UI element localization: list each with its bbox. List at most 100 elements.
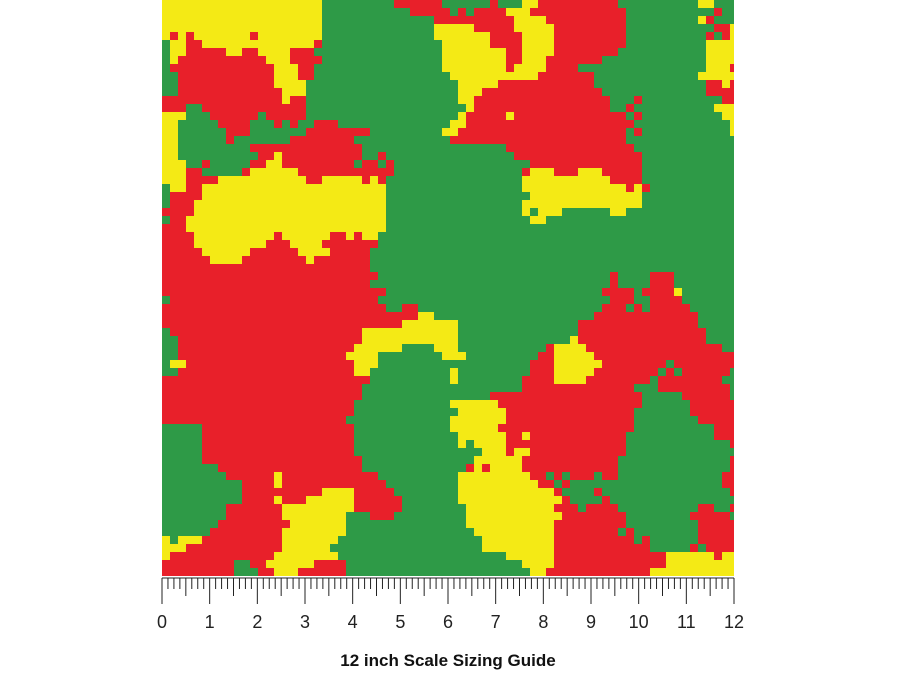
camo-cell <box>322 72 331 81</box>
camo-cell <box>306 120 315 129</box>
camo-cell <box>362 8 371 17</box>
camo-cell <box>266 120 275 129</box>
camo-cell <box>562 480 571 489</box>
camo-cell <box>586 264 595 273</box>
camo-cell <box>226 560 235 569</box>
camo-cell <box>418 56 427 65</box>
camo-cell <box>674 472 683 481</box>
camo-cell <box>290 176 299 185</box>
camo-cell <box>386 424 395 433</box>
camo-cell <box>618 272 627 281</box>
camo-cell <box>274 32 283 41</box>
camo-cell <box>250 24 259 33</box>
camo-cell <box>410 408 419 417</box>
camo-cell <box>554 408 563 417</box>
camo-cell <box>346 448 355 457</box>
camo-cell <box>386 120 395 129</box>
camo-cell <box>162 176 171 185</box>
camo-cell <box>578 504 587 513</box>
camo-cell <box>218 352 227 361</box>
camo-cell <box>314 568 323 576</box>
camo-cell <box>706 168 715 177</box>
camo-cell <box>514 520 523 529</box>
camo-cell <box>186 128 195 137</box>
camo-cell <box>690 416 699 425</box>
camo-cell <box>338 0 347 9</box>
camo-cell <box>490 384 499 393</box>
camo-cell <box>362 160 371 169</box>
camo-cell <box>666 368 675 377</box>
camo-cell <box>530 184 539 193</box>
camo-cell <box>378 448 387 457</box>
camo-cell <box>506 296 515 305</box>
camo-cell <box>242 288 251 297</box>
camo-cell <box>522 128 531 137</box>
camo-cell <box>562 528 571 537</box>
camo-cell <box>194 488 203 497</box>
camo-cell <box>650 240 659 249</box>
camo-cell <box>554 272 563 281</box>
camo-cell <box>282 120 291 129</box>
camo-cell <box>410 448 419 457</box>
camo-cell <box>234 440 243 449</box>
camo-cell <box>706 48 715 57</box>
camo-cell <box>450 176 459 185</box>
camo-cell <box>210 408 219 417</box>
camo-cell <box>554 288 563 297</box>
camo-cell <box>242 152 251 161</box>
camo-cell <box>386 216 395 225</box>
camo-cell <box>546 424 555 433</box>
camo-cell <box>658 568 667 576</box>
camo-cell <box>602 120 611 129</box>
camo-cell <box>266 16 275 25</box>
camo-cell <box>250 360 259 369</box>
camo-cell <box>594 32 603 41</box>
camo-cell <box>242 24 251 33</box>
camo-cell <box>706 280 715 289</box>
camo-cell <box>234 200 243 209</box>
camo-cell <box>258 8 267 17</box>
camo-cell <box>402 464 411 473</box>
camo-cell <box>674 328 683 337</box>
camo-cell <box>522 352 531 361</box>
camo-cell <box>290 168 299 177</box>
camo-cell <box>338 328 347 337</box>
camo-cell <box>490 368 499 377</box>
camo-cell <box>634 440 643 449</box>
camo-cell <box>370 296 379 305</box>
camo-cell <box>434 144 443 153</box>
camo-cell <box>306 392 315 401</box>
camo-cell <box>402 168 411 177</box>
camo-cell <box>610 248 619 257</box>
camo-cell <box>474 8 483 17</box>
camo-cell <box>218 136 227 145</box>
camo-cell <box>474 408 483 417</box>
camo-cell <box>314 464 323 473</box>
camo-cell <box>274 552 283 561</box>
camo-cell <box>370 24 379 33</box>
camo-cell <box>202 208 211 217</box>
camo-cell <box>706 408 715 417</box>
camo-cell <box>210 72 219 81</box>
camo-cell <box>530 336 539 345</box>
camo-cell <box>386 568 395 576</box>
camo-cell <box>642 248 651 257</box>
camo-cell <box>690 88 699 97</box>
camo-cell <box>218 312 227 321</box>
camo-cell <box>626 56 635 65</box>
camo-cell <box>658 0 667 9</box>
camo-cell <box>538 280 547 289</box>
camo-cell <box>258 208 267 217</box>
camo-cell <box>306 112 315 121</box>
camo-cell <box>338 128 347 137</box>
camo-cell <box>162 296 171 305</box>
camo-cell <box>698 24 707 33</box>
camo-cell <box>602 8 611 17</box>
camo-cell <box>610 480 619 489</box>
camo-cell <box>578 520 587 529</box>
camo-cell <box>458 544 467 553</box>
camo-cell <box>234 264 243 273</box>
camo-cell <box>426 24 435 33</box>
camo-cell <box>442 528 451 537</box>
camo-cell <box>626 352 635 361</box>
